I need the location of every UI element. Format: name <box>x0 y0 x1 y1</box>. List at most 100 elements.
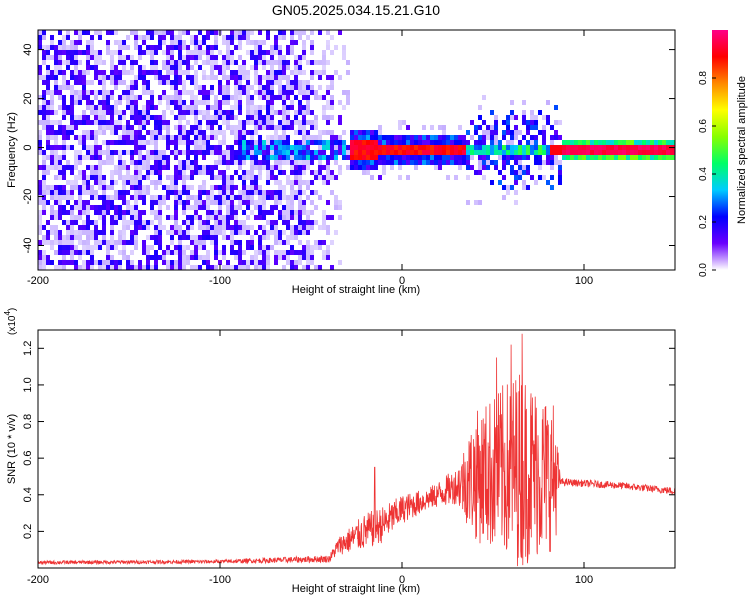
heatmap-cell <box>542 160 546 165</box>
heatmap-cell <box>270 95 274 100</box>
heatmap-cell <box>630 150 634 155</box>
heatmap-cell <box>306 245 310 250</box>
heatmap-cell <box>158 75 162 80</box>
heatmap-cell <box>118 120 122 125</box>
heatmap-cell <box>150 180 154 185</box>
heatmap-cell <box>134 265 138 270</box>
heatmap-cell <box>322 60 326 65</box>
heatmap-cell <box>178 60 182 65</box>
heatmap-cell <box>266 35 270 40</box>
heatmap-cell <box>410 145 414 150</box>
heatmap-cell <box>330 75 334 80</box>
heatmap-cell <box>190 130 194 135</box>
heatmap-cell <box>62 50 66 55</box>
heatmap-cell <box>218 205 222 210</box>
heatmap-cell <box>274 95 278 100</box>
heatmap-cell <box>266 210 270 215</box>
heatmap-cell <box>102 235 106 240</box>
heatmap-cell <box>298 240 302 245</box>
heatmap-cell <box>246 30 250 35</box>
heatmap-cell <box>314 240 318 245</box>
heatmap-cell <box>154 165 158 170</box>
heatmap-cell <box>206 150 210 155</box>
heatmap-cell <box>274 190 278 195</box>
svg-text:(x104): (x104) <box>3 308 18 335</box>
heatmap-cell <box>314 115 318 120</box>
heatmap-cell <box>238 250 242 255</box>
heatmap-cell <box>218 190 222 195</box>
heatmap-cell <box>190 185 194 190</box>
heatmap-cell <box>178 30 182 35</box>
heatmap-cell <box>298 190 302 195</box>
heatmap-cell <box>194 80 198 85</box>
heatmap-cell <box>70 45 74 50</box>
heatmap-cell <box>42 180 46 185</box>
heatmap-cell <box>526 185 530 190</box>
heatmap-cell <box>74 70 78 75</box>
heatmap-cell <box>238 140 242 145</box>
heatmap-cell <box>186 175 190 180</box>
snr-plot-area <box>38 330 675 568</box>
heatmap-cell <box>234 220 238 225</box>
heatmap-cell <box>278 95 282 100</box>
heatmap-cell <box>510 110 514 115</box>
heatmap-cell <box>106 75 110 80</box>
heatmap-cell <box>74 180 78 185</box>
heatmap-cell <box>666 145 670 150</box>
heatmap-cell <box>130 150 134 155</box>
heatmap-cell <box>94 170 98 175</box>
heatmap-cell <box>54 235 58 240</box>
heatmap-cell <box>154 150 158 155</box>
heatmap-cell <box>182 260 186 265</box>
heatmap-cell <box>210 65 214 70</box>
heatmap-cell <box>206 95 210 100</box>
heatmap-cell <box>54 165 58 170</box>
heatmap-cell <box>462 155 466 160</box>
heatmap-cell <box>122 225 126 230</box>
heatmap-cell <box>550 160 554 165</box>
heatmap-cell <box>154 160 158 165</box>
heatmap-cell <box>210 45 214 50</box>
heatmap-cell <box>38 140 42 145</box>
heatmap-cell <box>258 160 262 165</box>
heatmap-cell <box>134 80 138 85</box>
heatmap-cell <box>54 120 58 125</box>
heatmap-cell <box>262 55 266 60</box>
heatmap-cell <box>110 230 114 235</box>
heatmap-cell <box>654 155 658 160</box>
heatmap-cell <box>234 265 238 270</box>
heatmap-cell <box>326 175 330 180</box>
heatmap-cell <box>174 180 178 185</box>
heatmap-cell <box>306 240 310 245</box>
heatmap-cell <box>186 245 190 250</box>
heatmap-cell <box>174 150 178 155</box>
heatmap-cell <box>298 55 302 60</box>
heatmap-cell <box>262 145 266 150</box>
heatmap-cell <box>42 115 46 120</box>
heatmap-cell <box>90 50 94 55</box>
heatmap-cell <box>290 210 294 215</box>
heatmap-cell <box>126 170 130 175</box>
heatmap-cell <box>94 60 98 65</box>
heatmap-cell <box>170 100 174 105</box>
heatmap-cell <box>118 250 122 255</box>
heatmap-cell <box>226 60 230 65</box>
heatmap-cell <box>90 105 94 110</box>
heatmap-cell <box>94 175 98 180</box>
heatmap-cell <box>174 225 178 230</box>
heatmap-cell <box>614 140 618 145</box>
heatmap-cell <box>166 250 170 255</box>
heatmap-cell <box>114 195 118 200</box>
heatmap-cell <box>142 245 146 250</box>
heatmap-cell <box>130 220 134 225</box>
heatmap-cell <box>102 195 106 200</box>
heatmap-cell <box>538 160 542 165</box>
heatmap-cell <box>158 35 162 40</box>
heatmap-cell <box>290 200 294 205</box>
heatmap-cell <box>326 60 330 65</box>
heatmap-cell <box>438 125 442 130</box>
heatmap-cell <box>226 210 230 215</box>
heatmap-cell <box>282 185 286 190</box>
heatmap-cell <box>194 155 198 160</box>
heatmap-cell <box>526 120 530 125</box>
